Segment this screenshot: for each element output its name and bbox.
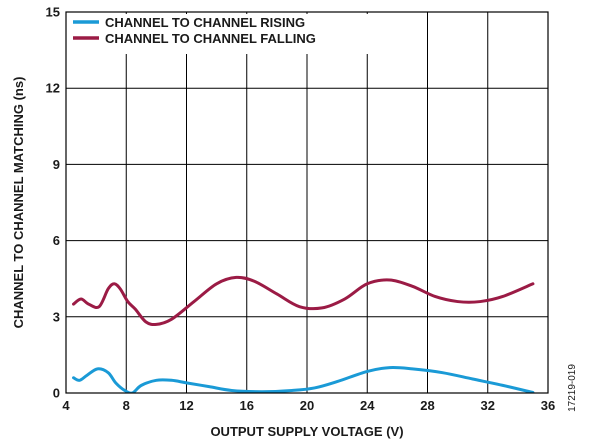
x-tick-label: 32	[481, 398, 495, 413]
x-tick-label: 12	[179, 398, 193, 413]
y-tick-label: 6	[53, 233, 60, 248]
y-tick-label: 15	[46, 5, 60, 20]
series-line-rising	[72, 365, 535, 393]
series-line-falling	[72, 275, 535, 327]
chart-grid	[66, 12, 548, 393]
y-tick-label: 3	[53, 309, 60, 324]
x-tick-label: 4	[62, 398, 70, 413]
figure-id-label: 17219-019	[567, 364, 578, 412]
x-axis-label: OUTPUT SUPPLY VOLTAGE (V)	[210, 424, 403, 439]
x-tick-label: 16	[240, 398, 254, 413]
x-tick-label: 24	[360, 398, 375, 413]
legend-entry-label: CHANNEL TO CHANNEL RISING	[105, 15, 305, 30]
plot-area-frame	[65, 11, 549, 394]
x-tick-label: 36	[541, 398, 555, 413]
x-tick-label: 28	[420, 398, 434, 413]
x-tick-label: 20	[300, 398, 314, 413]
legend-background	[69, 14, 369, 54]
y-axis-label: CHANNEL TO CHANNEL MATCHING (ns)	[11, 77, 26, 329]
chart-series	[72, 275, 535, 393]
y-tick-label: 12	[46, 81, 60, 96]
y-tick-label: 9	[53, 157, 60, 172]
legend-entry-label: CHANNEL TO CHANNEL FALLING	[105, 31, 316, 46]
x-tick-label: 8	[123, 398, 130, 413]
y-tick-label: 0	[53, 386, 60, 401]
